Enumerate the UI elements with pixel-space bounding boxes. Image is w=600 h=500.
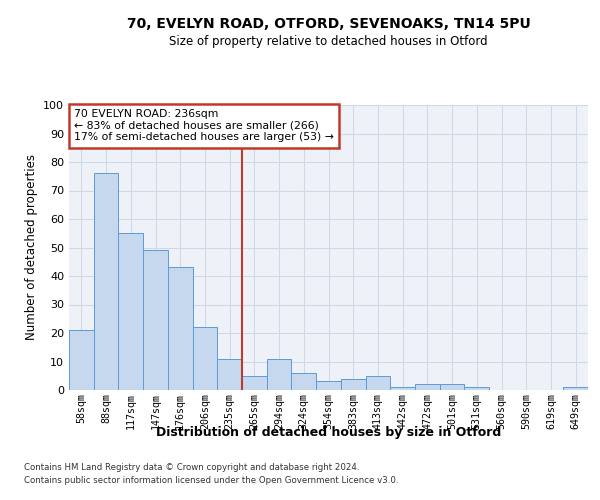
Bar [168,268,193,390]
Text: Distribution of detached houses by size in Otford: Distribution of detached houses by size … [156,426,502,439]
Bar [193,328,217,390]
Bar [292,373,316,390]
Bar [440,384,464,390]
Bar [341,378,365,390]
Text: Contains HM Land Registry data © Crown copyright and database right 2024.: Contains HM Land Registry data © Crown c… [24,462,359,471]
Bar [94,174,118,390]
Bar [118,233,143,390]
Bar [316,382,341,390]
Text: 70, EVELYN ROAD, OTFORD, SEVENOAKS, TN14 5PU: 70, EVELYN ROAD, OTFORD, SEVENOAKS, TN14… [127,18,530,32]
Bar [365,376,390,390]
Bar [242,376,267,390]
Bar [415,384,440,390]
Text: 70 EVELYN ROAD: 236sqm
← 83% of detached houses are smaller (266)
17% of semi-de: 70 EVELYN ROAD: 236sqm ← 83% of detached… [74,110,334,142]
Bar [267,358,292,390]
Text: Size of property relative to detached houses in Otford: Size of property relative to detached ho… [169,35,488,48]
Text: Contains public sector information licensed under the Open Government Licence v3: Contains public sector information licen… [24,476,398,485]
Bar [390,387,415,390]
Bar [563,387,588,390]
Bar [464,387,489,390]
Bar [217,358,242,390]
Y-axis label: Number of detached properties: Number of detached properties [25,154,38,340]
Bar [143,250,168,390]
Bar [69,330,94,390]
